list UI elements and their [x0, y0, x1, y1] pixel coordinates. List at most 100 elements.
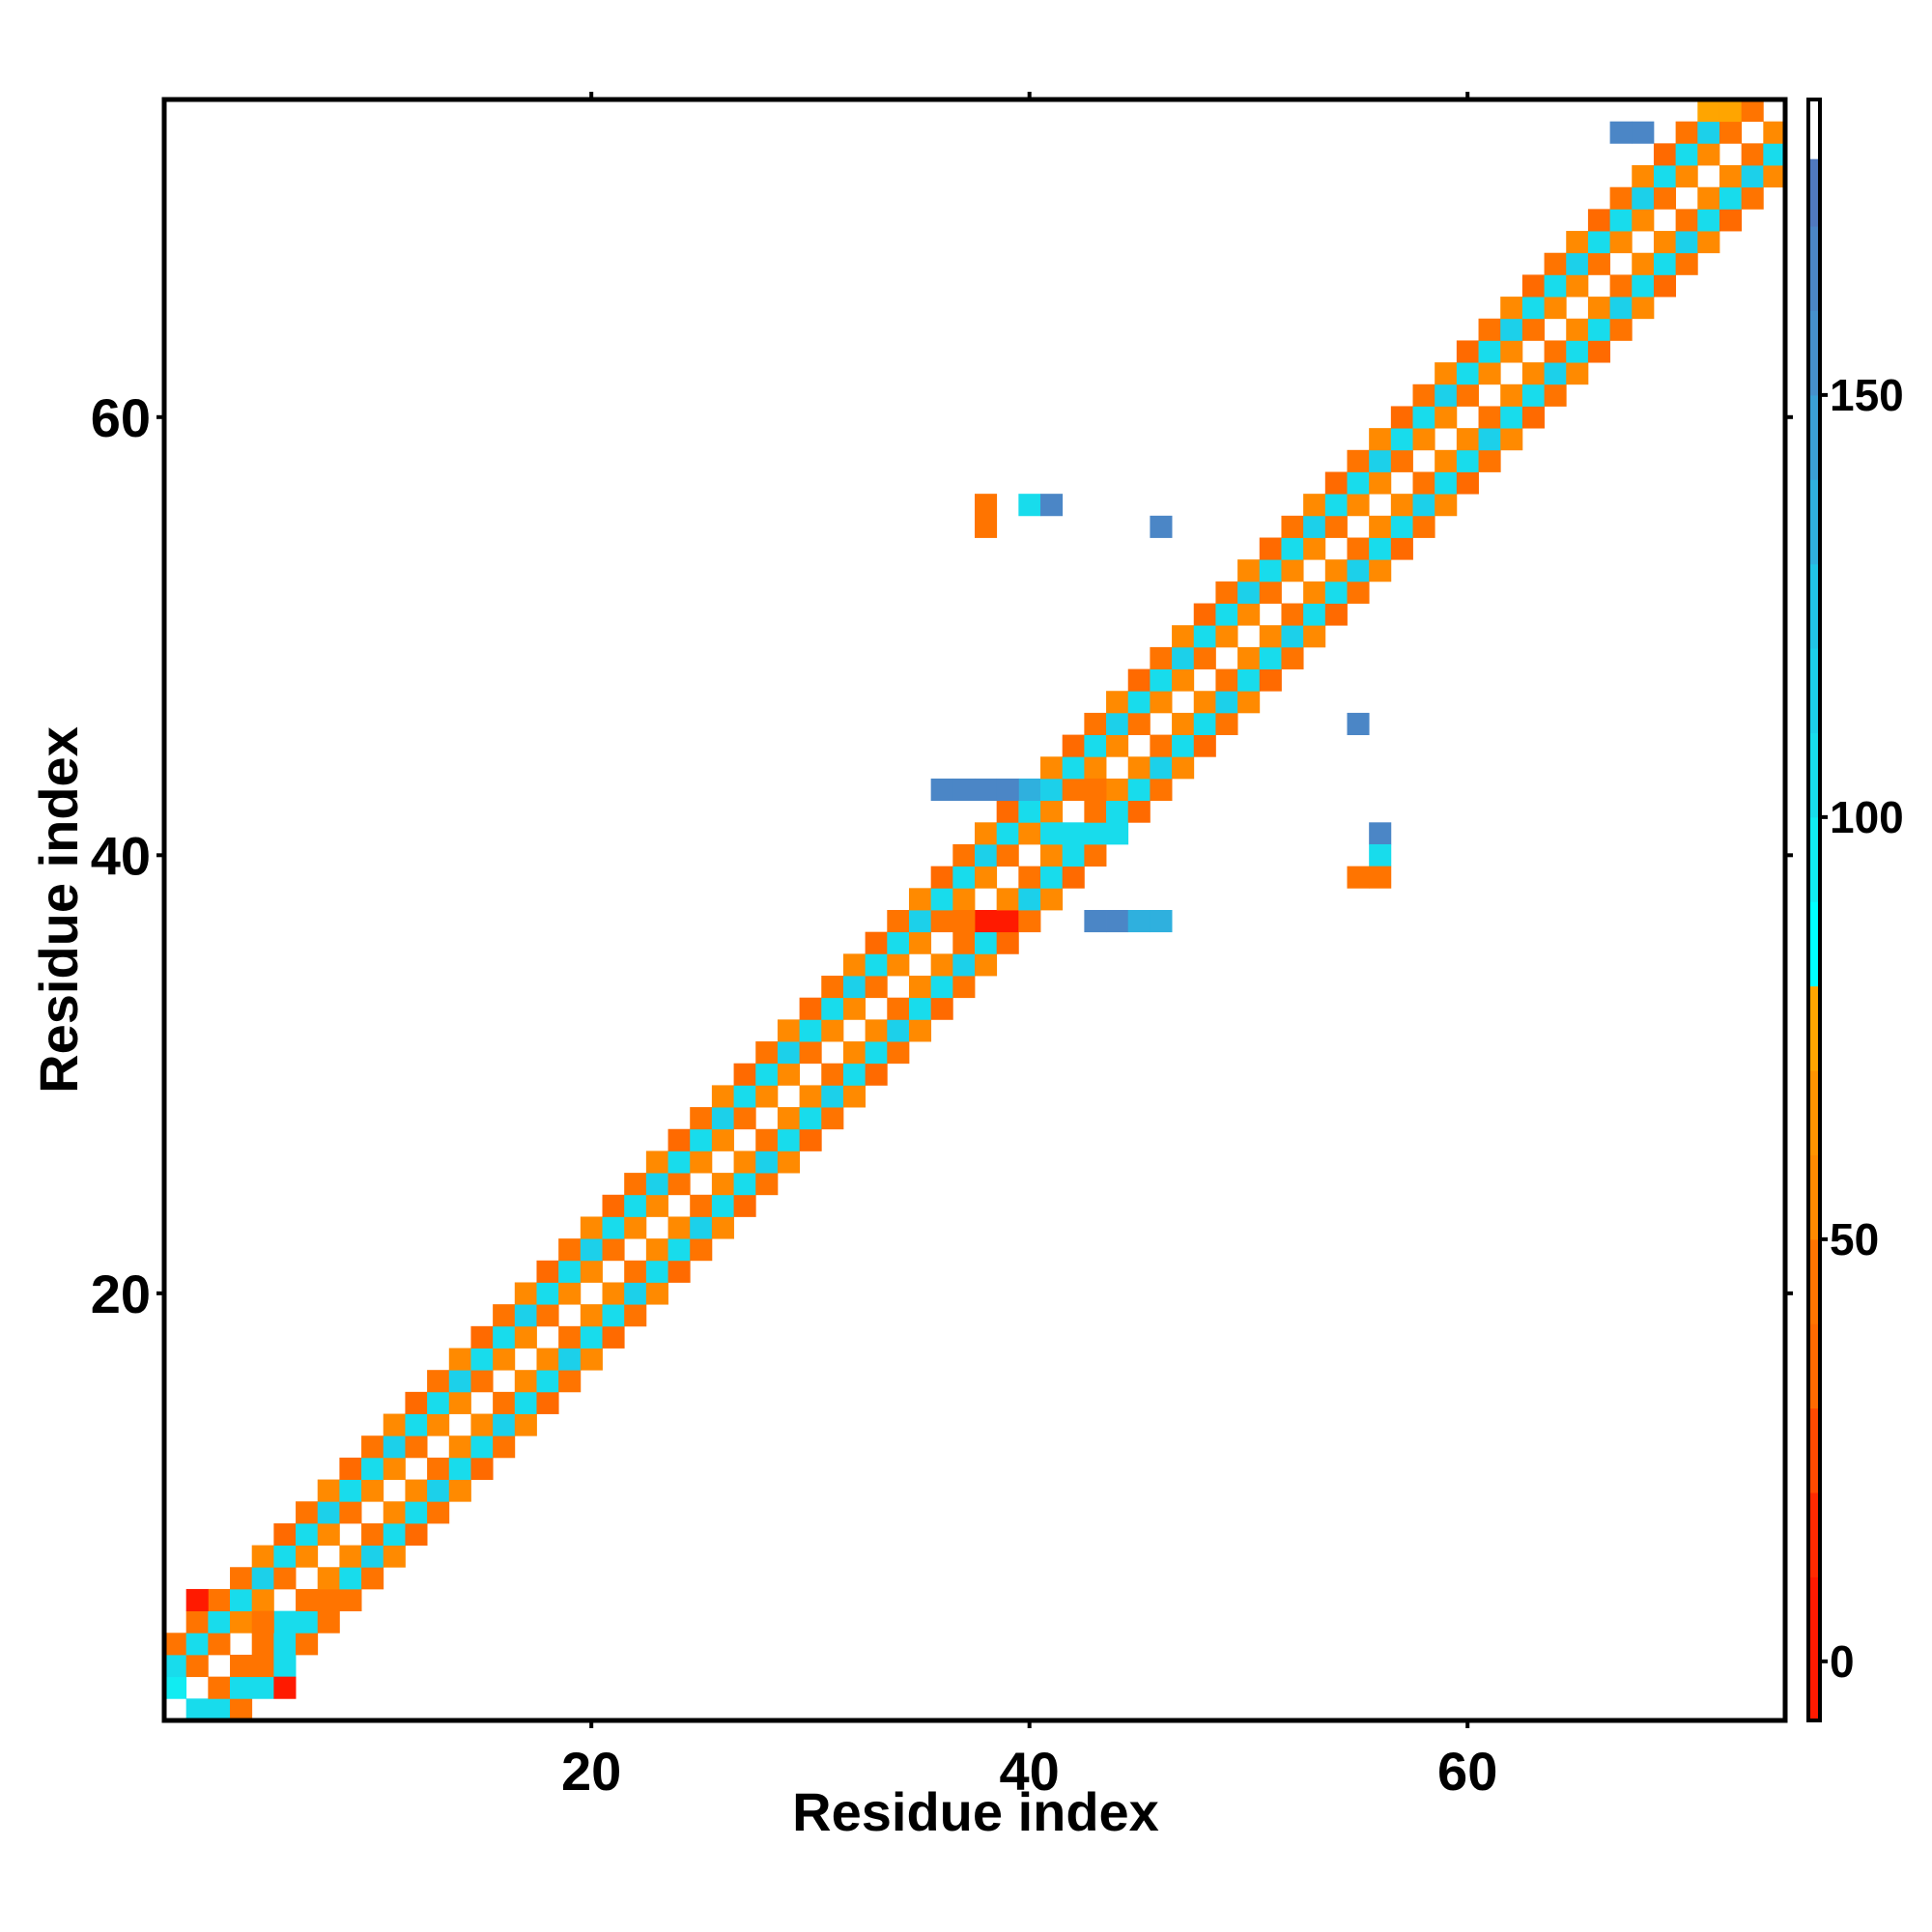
heatmap-cell — [1018, 910, 1041, 933]
heatmap-cell — [1281, 625, 1304, 648]
heatmap-cell — [755, 1063, 779, 1086]
heatmap-cell — [799, 1085, 822, 1108]
heatmap-cell — [1215, 603, 1238, 626]
heatmap-cell — [930, 866, 953, 889]
heatmap-cell — [1412, 406, 1435, 429]
heatmap-cell — [711, 1194, 734, 1217]
heatmap-cell — [1609, 318, 1633, 341]
heatmap-cell — [1675, 121, 1698, 144]
heatmap-cell — [1632, 297, 1655, 320]
heatmap-cell — [1456, 384, 1479, 407]
heatmap-cell — [208, 1698, 231, 1721]
heatmap-cell — [448, 1457, 471, 1480]
heatmap-cell — [1084, 800, 1107, 823]
heatmap-cell — [975, 843, 998, 867]
heatmap-cell — [361, 1545, 384, 1568]
heatmap-cell — [1215, 625, 1238, 648]
heatmap-cell — [185, 1588, 209, 1612]
heatmap-cell — [251, 1676, 274, 1699]
heatmap-cell — [1412, 515, 1435, 538]
heatmap-cell — [1172, 734, 1195, 757]
heatmap-cell — [777, 1107, 800, 1130]
heatmap-cell — [1390, 515, 1413, 538]
heatmap-cell — [799, 1107, 822, 1130]
heatmap-cell — [1369, 515, 1392, 538]
heatmap-cell — [361, 1522, 384, 1546]
heatmap-cell — [1084, 778, 1107, 802]
heatmap-cell — [1456, 471, 1479, 495]
heatmap-cell — [1478, 362, 1501, 385]
heatmap-cell — [1675, 143, 1698, 166]
heatmap-cell — [1303, 515, 1326, 538]
heatmap-cell — [1587, 209, 1610, 232]
heatmap-cell — [317, 1501, 340, 1524]
heatmap-cell — [821, 1107, 844, 1130]
heatmap-cell — [952, 888, 976, 911]
heatmap-cell — [645, 1194, 668, 1217]
heatmap-cell — [1566, 318, 1589, 341]
heatmap-cell — [558, 1370, 582, 1393]
heatmap-cell — [1763, 165, 1786, 188]
heatmap-cell — [1435, 471, 1458, 495]
heatmap-cell — [383, 1522, 406, 1546]
heatmap-cell — [1500, 384, 1523, 407]
heatmap-cell — [1259, 668, 1282, 692]
heatmap-cell — [1369, 537, 1392, 560]
heatmap-cell — [645, 1151, 668, 1174]
heatmap-cell — [1412, 471, 1435, 495]
heatmap-cell — [1566, 340, 1589, 363]
heatmap-cell — [580, 1325, 603, 1349]
heatmap-cell — [1281, 537, 1304, 560]
heatmap-cell — [996, 800, 1019, 823]
heatmap-cell — [1237, 559, 1261, 582]
heatmap-cell — [1347, 866, 1370, 889]
heatmap-cell — [383, 1501, 406, 1524]
heatmap-cell — [1456, 340, 1479, 363]
heatmap-cell — [296, 1610, 319, 1634]
heatmap-cell — [1632, 186, 1655, 210]
heatmap-cell — [1653, 274, 1677, 298]
heatmap-cell — [536, 1370, 559, 1393]
heatmap-cell — [1040, 756, 1064, 780]
heatmap-cell — [514, 1325, 537, 1349]
heatmap-cell — [185, 1698, 209, 1721]
heatmap-cell — [427, 1457, 450, 1480]
heatmap-cell — [690, 1107, 713, 1130]
heatmap-cell — [1193, 734, 1216, 757]
y-tick-label: 40 — [91, 825, 151, 886]
heatmap-cell — [1697, 121, 1720, 144]
heatmap-cell — [1172, 756, 1195, 780]
heatmap-cell — [996, 931, 1019, 954]
heatmap-cell — [645, 1173, 668, 1196]
heatmap-cell — [1544, 274, 1567, 298]
heatmap-cell — [1150, 734, 1173, 757]
y-tick-label: 20 — [91, 1264, 151, 1324]
heatmap-cell — [514, 1282, 537, 1305]
heatmap-cell — [580, 1216, 603, 1239]
heatmap-cell — [493, 1413, 516, 1436]
heatmap-cell — [624, 1194, 647, 1217]
heatmap-cell — [1521, 384, 1545, 407]
heatmap-cell — [821, 1019, 844, 1042]
heatmap-cell — [1566, 231, 1589, 254]
heatmap-cell — [1653, 252, 1677, 275]
heatmap-cell — [1347, 581, 1370, 604]
colorbar-segment — [1808, 732, 1820, 818]
heatmap-cell — [1675, 209, 1698, 232]
heatmap-cell — [1675, 165, 1698, 188]
heatmap-cell — [1369, 822, 1392, 845]
y-axis-ticks: 20 40 60 — [91, 387, 1793, 1324]
heatmap-cell — [624, 1304, 647, 1327]
heatmap-cell — [470, 1348, 494, 1371]
heatmap-cell — [1040, 494, 1064, 517]
heatmap-cell — [1281, 515, 1304, 538]
heatmap-cell — [1632, 274, 1655, 298]
heatmap-cell — [1369, 428, 1392, 451]
heatmap-cell — [164, 1633, 187, 1656]
heatmap-cell — [1478, 406, 1501, 429]
heatmap-cell — [296, 1501, 319, 1524]
heatmap-cell — [996, 910, 1019, 933]
heatmap-cell — [1412, 494, 1435, 517]
heatmap-cell — [1193, 646, 1216, 669]
heatmap-cell — [317, 1610, 340, 1634]
